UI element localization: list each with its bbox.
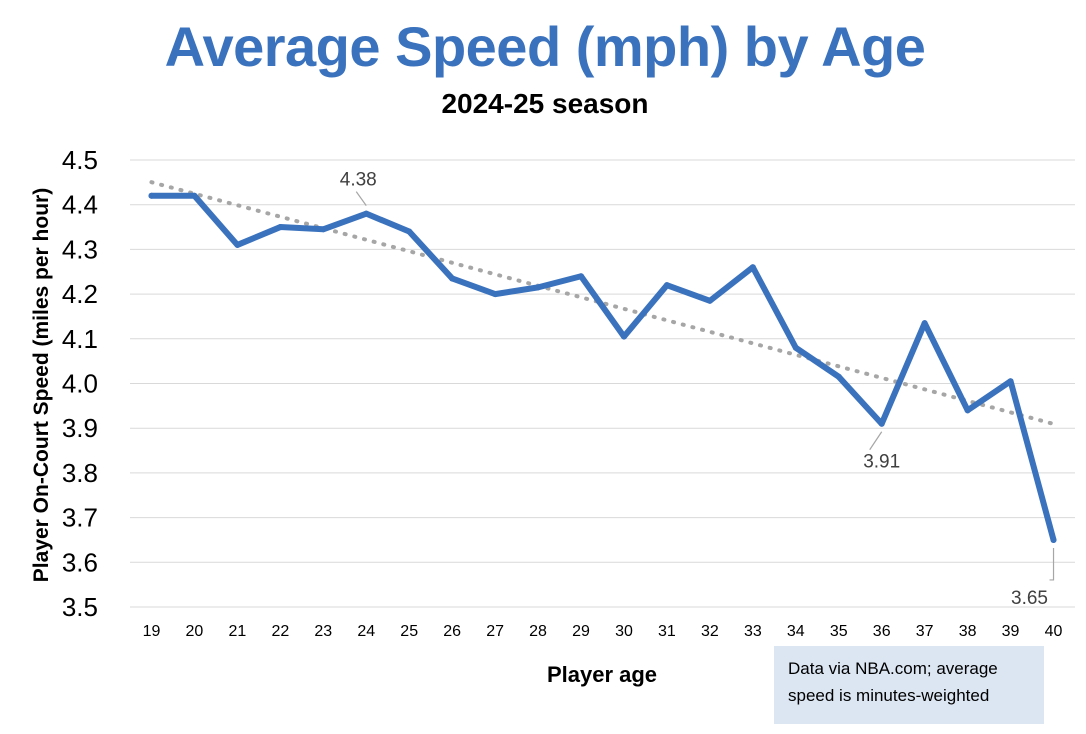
data-point xyxy=(706,297,713,304)
chart-subtitle: 2024-25 season xyxy=(441,88,649,119)
y-tick-label: 3.7 xyxy=(62,503,98,533)
x-tick-label: 23 xyxy=(314,623,332,640)
data-point xyxy=(234,241,241,248)
x-tick-label: 39 xyxy=(1002,623,1020,640)
x-tick-label: 35 xyxy=(830,623,848,640)
y-tick-label: 4.4 xyxy=(62,190,98,220)
annotation-leader xyxy=(869,431,883,451)
x-tick-label: 22 xyxy=(271,623,289,640)
x-tick-label: 32 xyxy=(701,623,719,640)
y-tick-label: 3.6 xyxy=(62,547,98,577)
data-point xyxy=(878,420,885,427)
data-annotations: 4.38 3.91 3.65 xyxy=(340,170,1055,609)
y-tick-label: 4.0 xyxy=(62,369,98,399)
trendline-path xyxy=(149,180,1056,426)
data-point xyxy=(835,373,842,380)
y-tick-label: 4.5 xyxy=(62,145,98,175)
x-tick-label: 19 xyxy=(143,623,161,640)
data-point xyxy=(277,224,284,231)
x-tick-label: 38 xyxy=(959,623,977,640)
series-lines xyxy=(148,192,1057,543)
y-tick-label: 3.5 xyxy=(62,592,98,622)
data-point xyxy=(406,228,413,235)
data-point xyxy=(921,320,928,327)
y-axis-label: Player On-Court Speed (miles per hour) xyxy=(30,188,53,582)
x-axis-label: Player age xyxy=(547,662,657,687)
data-source-note: Data via NBA.com; average speed is minut… xyxy=(774,646,1044,724)
data-point xyxy=(964,407,971,414)
x-tick-label: 25 xyxy=(400,623,418,640)
data-point xyxy=(1050,536,1057,543)
y-tick-label: 4.2 xyxy=(62,279,98,309)
data-point xyxy=(578,273,585,280)
x-tick-label: 21 xyxy=(228,623,246,640)
data-point xyxy=(320,226,327,233)
data-point xyxy=(1007,378,1014,385)
annotation-leader xyxy=(1049,547,1055,581)
data-label: 3.91 xyxy=(863,452,900,473)
data-point xyxy=(363,210,370,217)
trendline xyxy=(149,180,1056,426)
data-point xyxy=(792,344,799,351)
x-tick-label: 31 xyxy=(658,623,676,640)
x-tick-label: 37 xyxy=(916,623,934,640)
data-label: 3.65 xyxy=(1011,588,1048,609)
x-tick-label: 26 xyxy=(443,623,461,640)
y-axis-ticks: 3.5 3.6 3.7 3.8 3.9 4.0 4.1 4.2 4.3 4.4 4.5 xyxy=(62,145,98,622)
x-tick-label: 24 xyxy=(357,623,375,640)
x-tick-label: 28 xyxy=(529,623,547,640)
data-point xyxy=(492,291,499,298)
data-point xyxy=(535,284,542,291)
x-tick-label: 40 xyxy=(1045,623,1063,640)
note-line-2: speed is minutes-weighted xyxy=(788,686,990,705)
y-tick-label: 4.3 xyxy=(62,234,98,264)
y-tick-label: 4.1 xyxy=(62,324,98,354)
data-point xyxy=(749,264,756,271)
data-point xyxy=(191,192,198,199)
gridlines xyxy=(130,159,1075,608)
data-point xyxy=(620,333,627,340)
data-point xyxy=(148,192,155,199)
x-tick-label: 29 xyxy=(572,623,590,640)
x-tick-label: 27 xyxy=(486,623,504,640)
data-label: 4.38 xyxy=(340,170,377,191)
data-point xyxy=(663,282,670,289)
x-tick-label: 20 xyxy=(186,623,204,640)
x-tick-label: 30 xyxy=(615,623,633,640)
x-tick-label: 34 xyxy=(787,623,805,640)
note-line-1: Data via NBA.com; average xyxy=(788,659,998,678)
chart-title: Average Speed (mph) by Age xyxy=(164,15,926,78)
series-line xyxy=(148,192,1057,543)
x-tick-label: 36 xyxy=(873,623,891,640)
x-axis-ticks: 19 20 21 22 23 24 25 26 27 28 29 30 31 32 33 34 35 36 37 38… xyxy=(143,623,1063,640)
x-tick-label: 33 xyxy=(744,623,762,640)
y-tick-label: 3.8 xyxy=(62,458,98,488)
annotation-leader xyxy=(355,191,367,206)
y-tick-label: 3.9 xyxy=(62,413,98,443)
data-point xyxy=(449,275,456,282)
